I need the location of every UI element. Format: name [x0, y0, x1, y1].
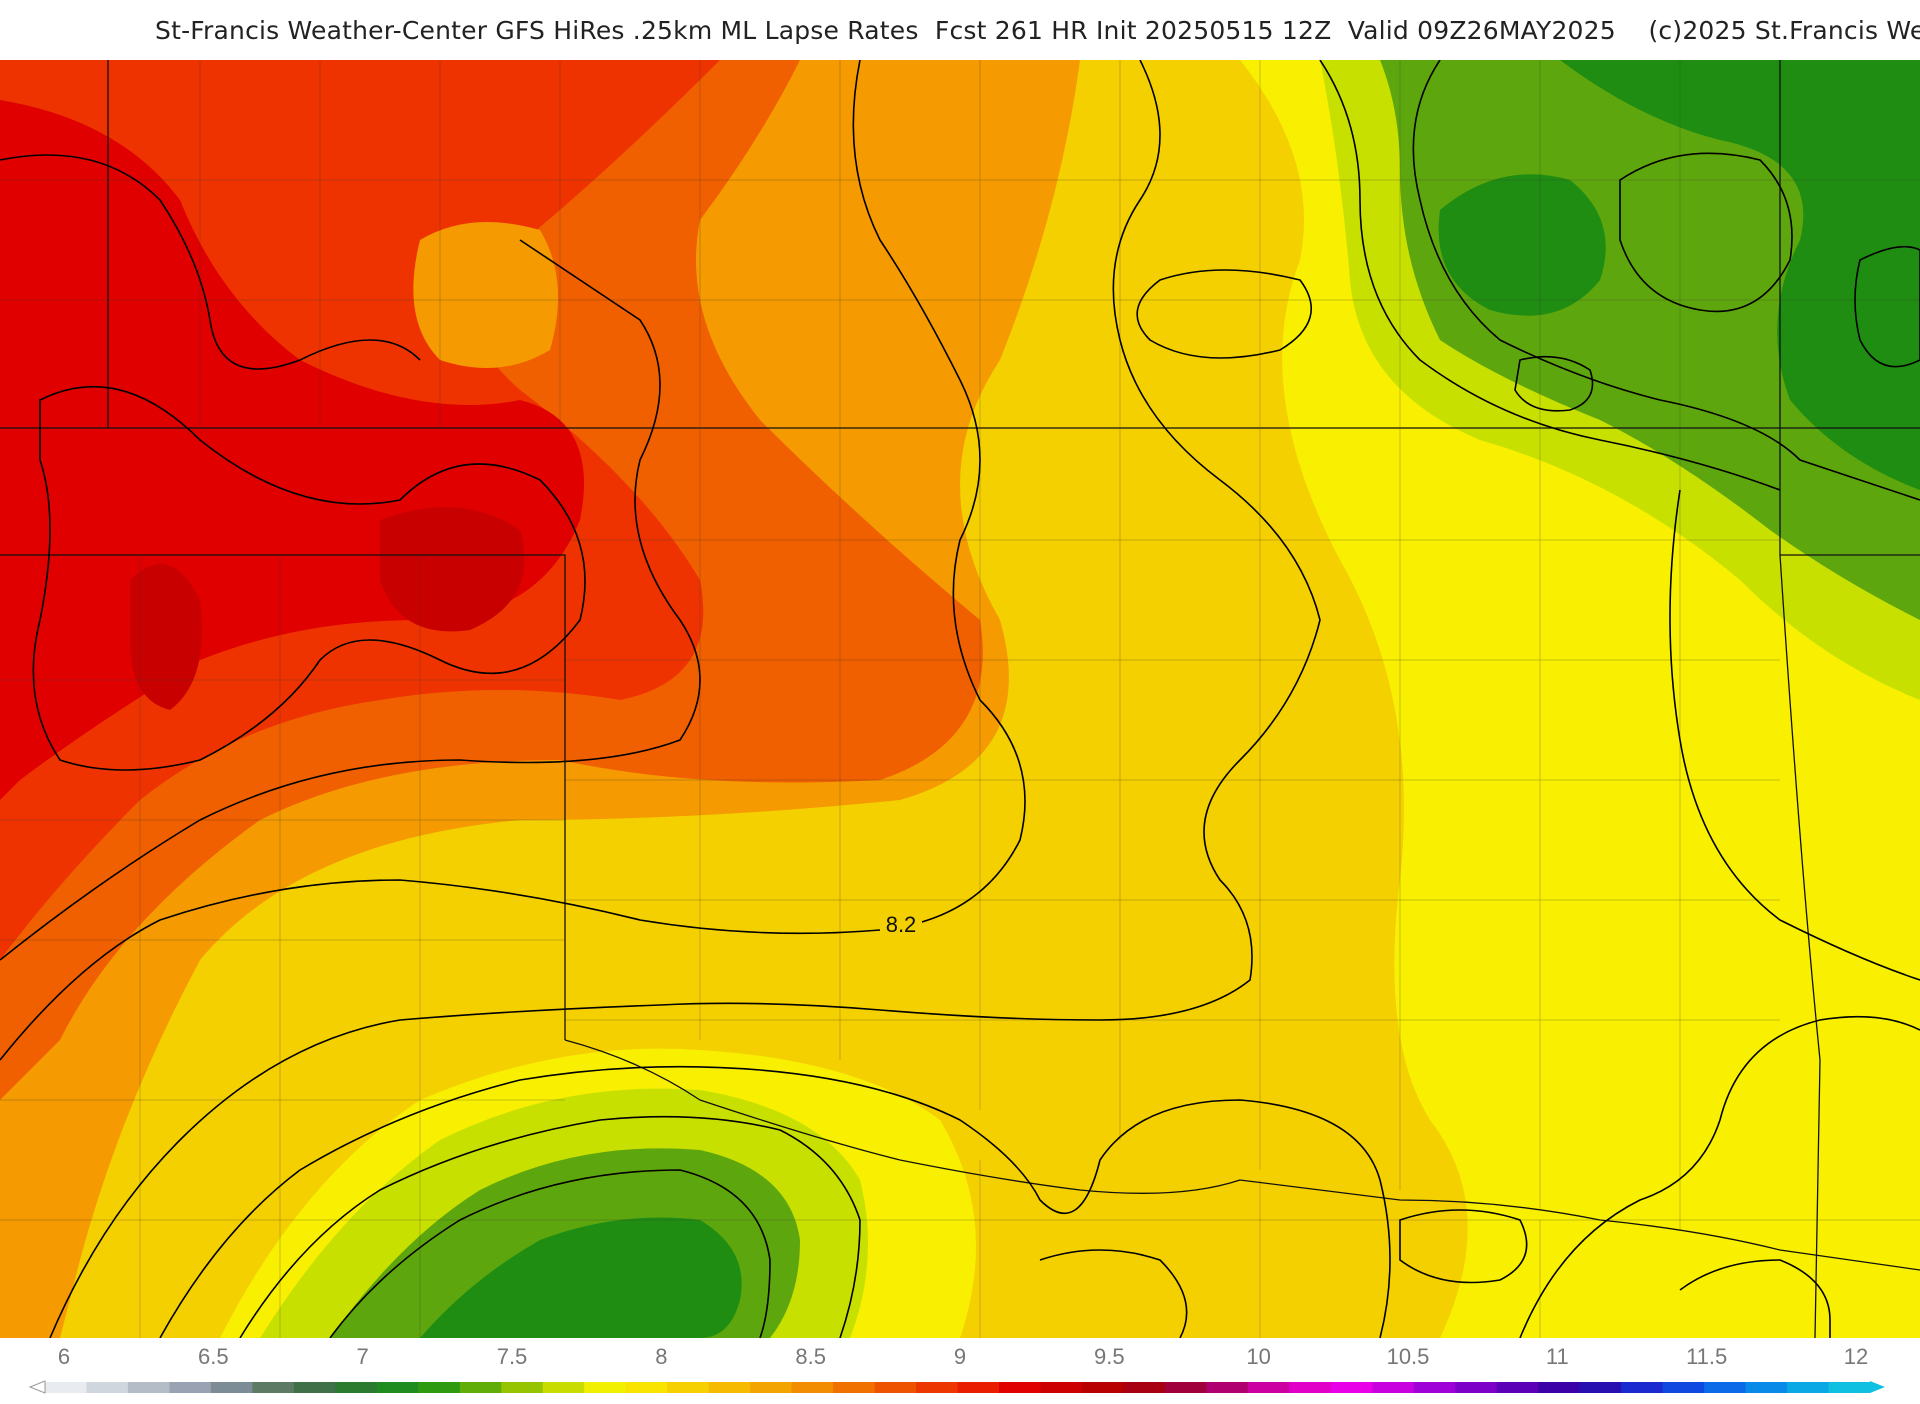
legend-bin: [1164, 1382, 1207, 1393]
legend-bin: [1040, 1382, 1083, 1393]
legend-tick-label: 10.5: [1386, 1344, 1430, 1369]
legend-bin: [667, 1382, 710, 1393]
legend-tick-label: 6.5: [198, 1344, 229, 1369]
legend-bin: [1413, 1382, 1456, 1393]
legend-tick-label: 7: [356, 1344, 369, 1369]
map-title: St-Francis Weather-Center GFS HiRes .25k…: [155, 16, 1920, 45]
legend-bar-svg: [28, 1380, 1885, 1394]
field-dark-green-south: [420, 1217, 742, 1338]
legend-tick-label: 8.5: [795, 1344, 826, 1369]
legend-bin: [335, 1382, 378, 1393]
legend-bin: [584, 1382, 627, 1393]
legend-bin: [1330, 1382, 1373, 1393]
legend-tick-label: 7.5: [496, 1344, 528, 1369]
legend-bin: [418, 1382, 461, 1393]
legend-bin: [1206, 1382, 1249, 1393]
field-orange-inset: [413, 222, 558, 368]
legend-bin: [1621, 1382, 1664, 1393]
legend-colorbar: 6 6.5 7 7.5 8 8.5 9 9.5 10 10.5 11 11.5 12: [0, 1338, 1920, 1400]
legend-bin: [252, 1382, 295, 1393]
legend-bins: [45, 1382, 1871, 1393]
legend-tick-label: 11: [1545, 1344, 1569, 1369]
legend-bin: [957, 1382, 1000, 1393]
legend-bin: [1662, 1382, 1705, 1393]
field-dark-red-west: [130, 564, 202, 710]
contour-label: 8.2: [886, 912, 917, 937]
legend-bin: [169, 1382, 212, 1393]
legend-bin: [1538, 1382, 1581, 1393]
state-borders: [0, 60, 1920, 1338]
legend-tick-label: 12: [1843, 1344, 1869, 1369]
county-lines: [0, 60, 1920, 1338]
legend-left-arrow: [28, 1380, 46, 1394]
legend-bin: [708, 1382, 751, 1393]
legend-bin: [210, 1382, 253, 1393]
legend-tick-label: 9.5: [1094, 1344, 1125, 1369]
legend-bin: [998, 1382, 1041, 1393]
legend-bin: [127, 1382, 170, 1393]
field-green-blob: [1438, 174, 1606, 316]
legend-bin: [791, 1382, 834, 1393]
legend-bin: [459, 1382, 502, 1393]
legend-bin: [625, 1382, 668, 1393]
legend-bin: [501, 1382, 544, 1393]
legend-bin: [1745, 1382, 1788, 1393]
legend-tick-label: 9: [953, 1344, 967, 1369]
legend-bin: [86, 1382, 129, 1393]
legend-tick-label: 10: [1246, 1344, 1271, 1369]
forecast-map[interactable]: 8.2: [0, 60, 1920, 1338]
contour-label-bg: [880, 912, 922, 938]
field-dark-red-center: [380, 507, 525, 632]
legend-tick-label: 8: [655, 1344, 668, 1369]
field-darkgreen-northeast: [1560, 60, 1920, 490]
legend-bin: [1455, 1382, 1498, 1393]
legend-bin: [1496, 1382, 1539, 1393]
legend-bin: [1289, 1382, 1332, 1393]
legend-bin: [833, 1382, 876, 1393]
legend-tick-label: 11.5: [1686, 1344, 1728, 1369]
legend-bin: [916, 1382, 958, 1393]
legend-bin: [1704, 1382, 1747, 1393]
legend-bin: [1787, 1382, 1830, 1393]
legend-bin: [750, 1382, 793, 1393]
legend-bin: [1372, 1382, 1415, 1393]
legend-bin: [1579, 1382, 1622, 1393]
legend-bin: [1123, 1382, 1166, 1393]
contour-lines: [0, 60, 1920, 1338]
legend-right-arrow: [1870, 1381, 1885, 1393]
legend-bin: [1081, 1382, 1124, 1393]
lapse-rate-field: 8.2: [0, 60, 1920, 1338]
legend-bin: [1247, 1382, 1290, 1393]
legend-bin: [376, 1382, 419, 1393]
header-bar: St-Francis Weather-Center GFS HiRes .25k…: [0, 0, 1920, 60]
legend-bin: [45, 1382, 87, 1393]
legend-bin: [293, 1382, 336, 1393]
legend-bin: [874, 1382, 917, 1393]
legend-bin: [1828, 1382, 1871, 1393]
legend-bin: [542, 1382, 585, 1393]
legend-tick-label: 6: [57, 1344, 71, 1369]
